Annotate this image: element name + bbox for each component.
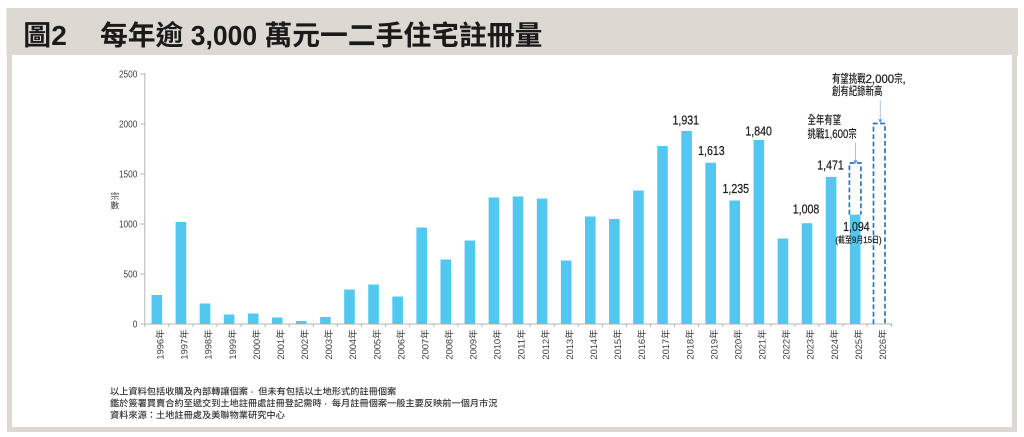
svg-text:1996: 1996: [156, 339, 167, 360]
svg-text:1500: 1500: [119, 169, 138, 180]
svg-text:1,600: 1,600: [824, 127, 848, 141]
svg-text:·: ·: [324, 398, 327, 408]
svg-text:2001: 2001: [276, 339, 287, 360]
svg-text:1,840: 1,840: [745, 125, 771, 139]
svg-text:2016: 2016: [637, 339, 648, 360]
svg-text:2017: 2017: [661, 339, 672, 360]
svg-text:2023: 2023: [806, 339, 817, 360]
svg-text:2011: 2011: [517, 339, 528, 360]
svg-text:2022: 2022: [782, 339, 793, 360]
svg-text:2024: 2024: [830, 338, 841, 359]
svg-text:): ): [879, 235, 882, 245]
svg-text:2018: 2018: [685, 339, 696, 360]
svg-text:1,471: 1,471: [817, 158, 843, 172]
svg-text:2500: 2500: [119, 69, 138, 80]
svg-text:2020: 2020: [733, 339, 744, 360]
svg-text:2008: 2008: [445, 339, 456, 360]
svg-text:,: ,: [903, 72, 906, 86]
svg-text:2025: 2025: [854, 339, 865, 360]
svg-text:2010: 2010: [493, 339, 504, 360]
svg-text:2000: 2000: [119, 119, 138, 130]
svg-text:1999: 1999: [228, 339, 239, 360]
svg-text:1,613: 1,613: [698, 144, 724, 158]
svg-text:1,931: 1,931: [673, 114, 699, 128]
svg-text:2,000: 2,000: [866, 72, 895, 86]
svg-text:3,000: 3,000: [191, 20, 257, 51]
svg-text:(: (: [835, 235, 838, 245]
svg-text:2004: 2004: [348, 338, 359, 359]
svg-text:500: 500: [124, 269, 138, 280]
svg-text:2019: 2019: [709, 339, 720, 360]
svg-text:2009: 2009: [469, 339, 480, 360]
svg-text:1,008: 1,008: [793, 202, 819, 216]
svg-text:2007: 2007: [420, 339, 431, 360]
svg-text:2013: 2013: [565, 339, 576, 360]
svg-text:2015: 2015: [613, 339, 624, 360]
svg-text:2021: 2021: [758, 339, 769, 360]
svg-text:1997: 1997: [180, 339, 191, 360]
svg-text:2005: 2005: [372, 339, 383, 360]
svg-text:·: ·: [251, 387, 254, 397]
svg-text:2026: 2026: [878, 339, 889, 360]
svg-text:2006: 2006: [396, 339, 407, 360]
svg-text:15: 15: [863, 235, 872, 245]
svg-text:2002: 2002: [300, 339, 311, 360]
svg-text:2003: 2003: [324, 339, 335, 360]
svg-text:2000: 2000: [252, 339, 263, 360]
svg-text:2: 2: [51, 20, 67, 51]
svg-text:2012: 2012: [541, 339, 552, 360]
svg-text:0: 0: [133, 319, 138, 330]
svg-text:1000: 1000: [119, 219, 138, 230]
svg-text:1,235: 1,235: [723, 182, 749, 196]
svg-text:1,094: 1,094: [843, 220, 869, 234]
svg-text:2014: 2014: [589, 338, 600, 359]
svg-text:9: 9: [852, 235, 856, 245]
svg-text:1998: 1998: [204, 339, 215, 360]
